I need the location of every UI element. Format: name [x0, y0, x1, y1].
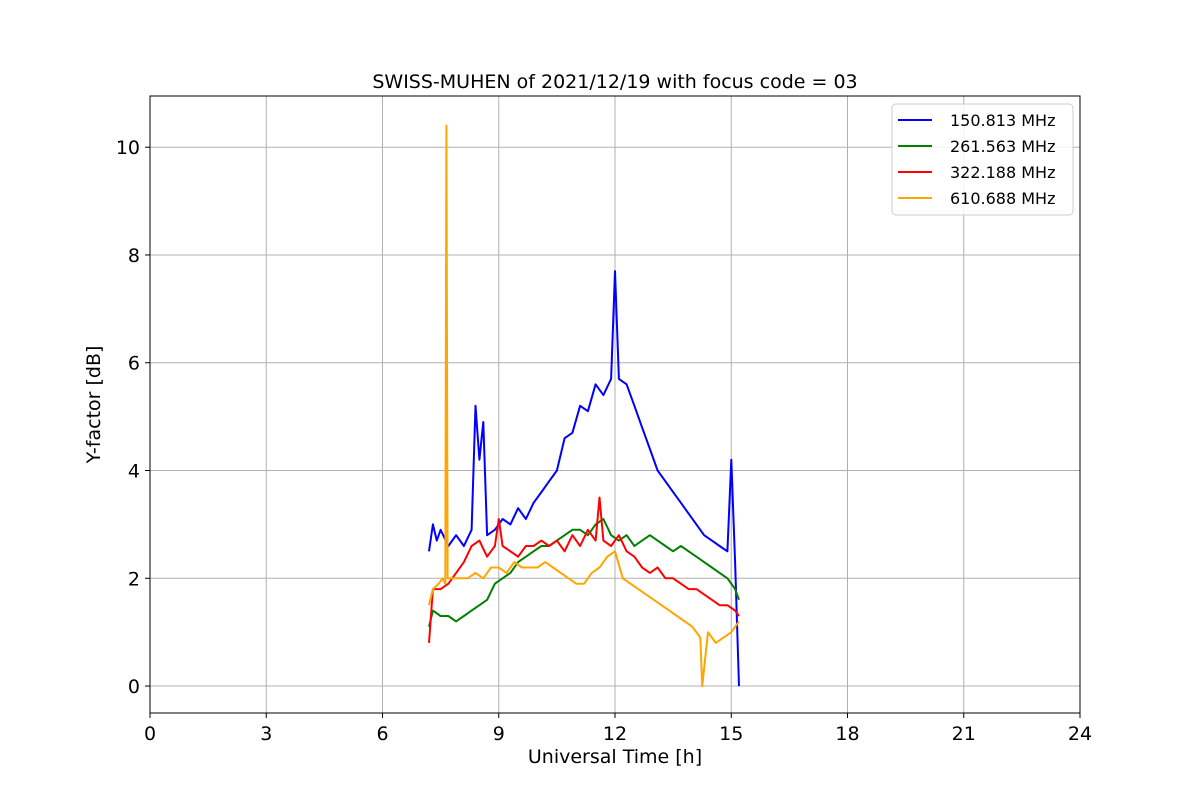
legend: 150.813 MHz 261.563 MHz 322.188 MHz 610.688…	[891, 103, 1074, 216]
y-axis-label: Y-factor [dB]	[83, 346, 105, 465]
series-line-261-563-mhz	[428, 518, 740, 628]
legend-entry-label: 150.813 MHz	[950, 111, 1055, 130]
y-tick-label: 8	[128, 245, 140, 267]
x-tick-label: 15	[719, 723, 743, 745]
x-tick-label: 12	[603, 723, 627, 745]
series-line-610-688-mhz	[428, 124, 740, 688]
series-layer	[428, 124, 740, 688]
legend-box	[891, 103, 1074, 216]
y-tick-label: 10	[116, 137, 140, 159]
legend-entry-label: 610.688 MHz	[950, 189, 1055, 208]
x-tick-label: 9	[493, 723, 505, 745]
x-tick-label: 18	[835, 723, 859, 745]
series-line-150-813-mhz	[428, 270, 740, 687]
grid-lines	[149, 96, 1081, 713]
x-tick-label: 24	[1068, 723, 1092, 745]
x-tick-label: 3	[260, 723, 272, 745]
x-tick-label: 6	[376, 723, 388, 745]
legend-entry-label: 322.188 MHz	[950, 163, 1055, 182]
chart-title: SWISS-MUHEN of 2021/12/19 with focus cod…	[372, 71, 857, 93]
y-tick-label: 6	[128, 353, 140, 375]
x-tick-label: 21	[952, 723, 976, 745]
y-tick-label: 4	[128, 461, 140, 483]
x-tick-label: 0	[144, 723, 156, 745]
y-tick-label: 2	[128, 568, 140, 590]
y-tick-label: 0	[128, 676, 140, 698]
x-axis-label: Universal Time [h]	[528, 746, 702, 768]
series-line-322-188-mhz	[428, 496, 740, 643]
legend-entry-label: 261.563 MHz	[950, 137, 1055, 156]
